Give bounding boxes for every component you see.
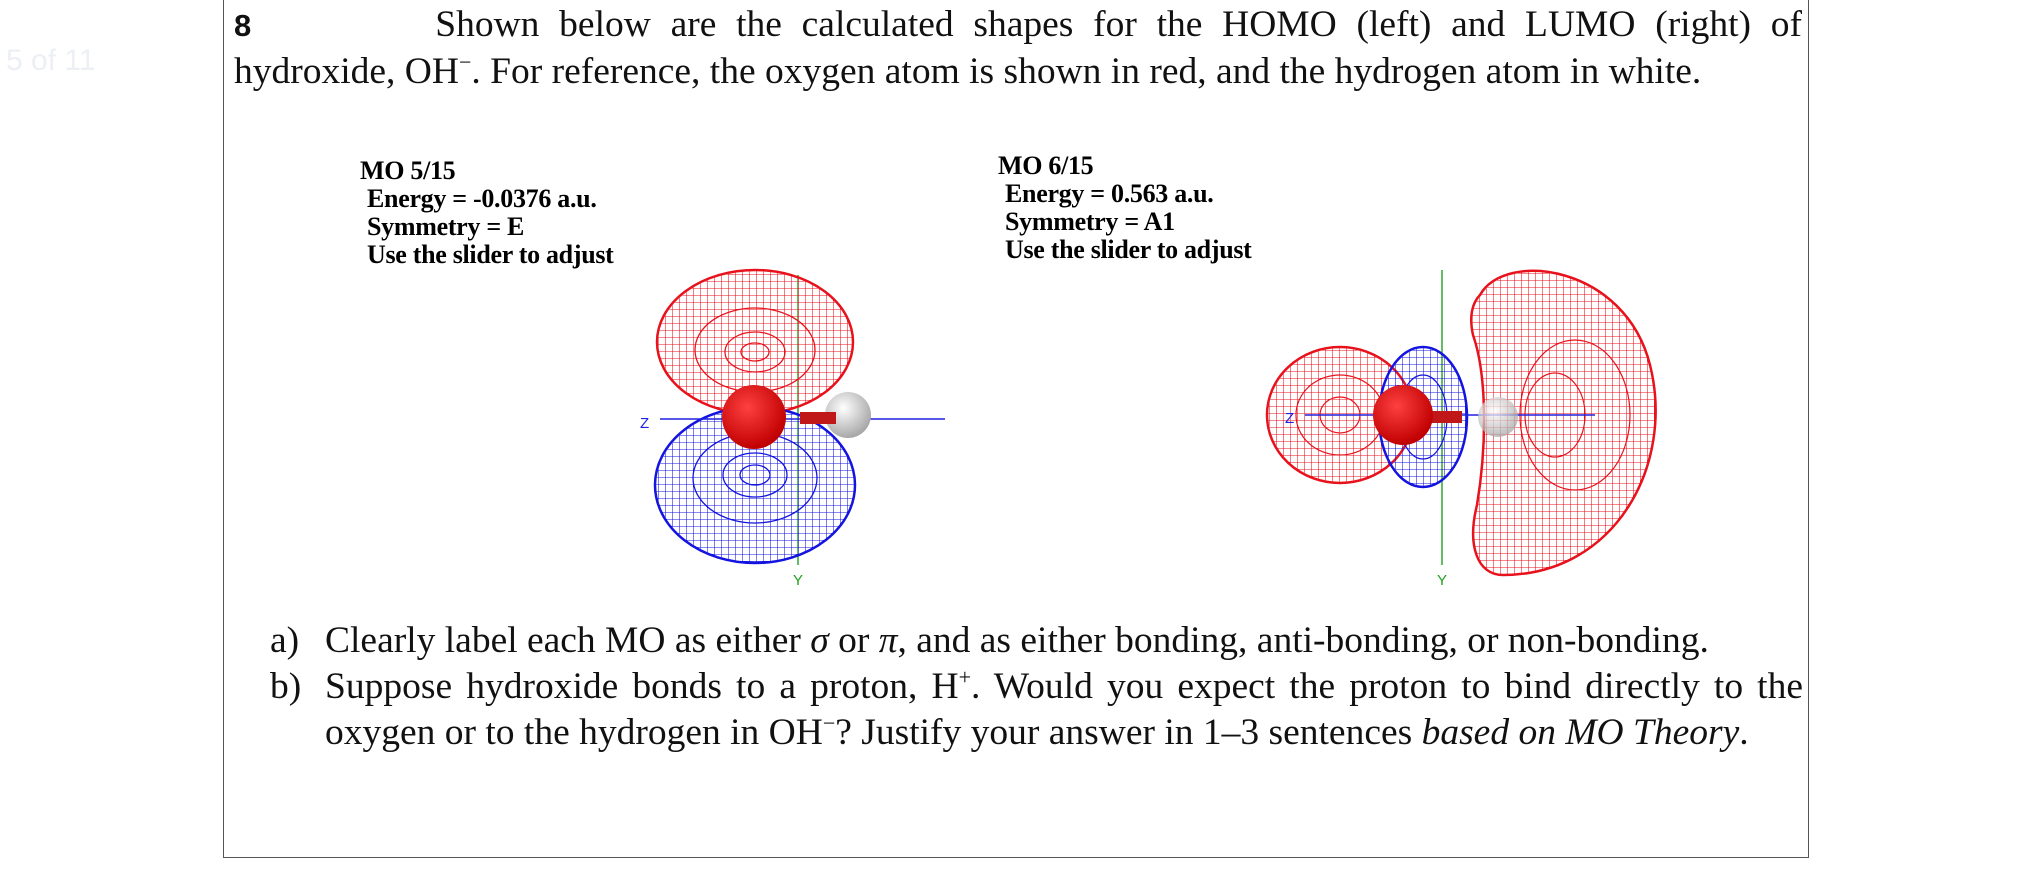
positive-lobe-large [1470,269,1657,577]
y-axis-label: Y [1437,572,1447,589]
part-a-text: Clearly label each MO as either σ or π, … [325,618,1803,664]
sigma-symbol: σ [810,620,829,661]
homo-energy: Energy = -0.0376 a.u. [367,184,597,213]
superscript-minus: − [822,710,836,736]
pi-symbol: π [878,620,898,661]
sub-questions: a) Clearly label each MO as either σ or … [270,618,1803,756]
superscript-minus: − [458,49,472,75]
prompt-text-2: . For reference, the oxygen atom is show… [471,51,1702,92]
part-b: b) Suppose hydroxide bonds to a proton, … [270,664,1803,756]
page-counter: 5 of 11 [6,44,96,77]
part-label: b) [270,666,302,707]
prompt-text-1: Shown below are the calculated shapes fo… [234,4,1802,92]
italic-text: based on MO Theory [1421,712,1740,753]
oxygen-atom [722,385,786,449]
y-axis-label: Y [793,572,803,589]
lumo-caption: MO 6/15 Energy = 0.563 a.u. Symmetry = A… [998,152,1252,264]
question-number: 8 [234,8,252,43]
lumo-title: MO 6/15 [998,151,1094,180]
z-axis-label: Z [1285,410,1294,427]
part-label: a) [270,620,300,661]
z-axis-label: Z [640,415,649,432]
part-text: Suppose hydroxide bonds to a proton, H [325,666,959,707]
bond [800,412,836,424]
part-a: a) Clearly label each MO as either σ or … [270,618,1803,664]
question-box [223,0,1809,858]
hydrogen-atom [1478,397,1518,437]
part-text: ? Justify your answer in 1–3 sentences [835,712,1422,753]
homo-title: MO 5/15 [360,156,456,185]
homo-orbital-figure: Z Y [640,268,945,589]
homo-symmetry: Symmetry = E [367,212,525,241]
part-text: . [1739,712,1749,753]
lumo-orbital-figure: Z Y [1265,269,1657,589]
homo-caption: MO 5/15 Energy = -0.0376 a.u. Symmetry =… [360,157,614,269]
part-text: or [828,620,879,661]
oxygen-atom [1373,385,1433,445]
part-text: Clearly label each MO as either [325,620,811,661]
positive-lobe [655,268,855,416]
homo-hint: Use the slider to adjust [367,240,614,269]
lumo-energy: Energy = 0.563 a.u. [1005,179,1214,208]
superscript-plus: + [958,664,971,690]
hydrogen-atom [825,392,871,438]
part-b-text: Suppose hydroxide bonds to a proton, H+.… [325,664,1803,756]
lumo-hint: Use the slider to adjust [1005,235,1252,264]
lumo-symmetry: Symmetry = A1 [1005,207,1175,236]
part-text: . Would you expect the proton to bind di… [325,666,1803,753]
redacted-area [265,16,435,36]
question-prompt: 8 Shown below are the calculated shapes f… [234,2,1802,95]
part-text: , and as either bonding, anti-bonding, o… [897,620,1709,661]
